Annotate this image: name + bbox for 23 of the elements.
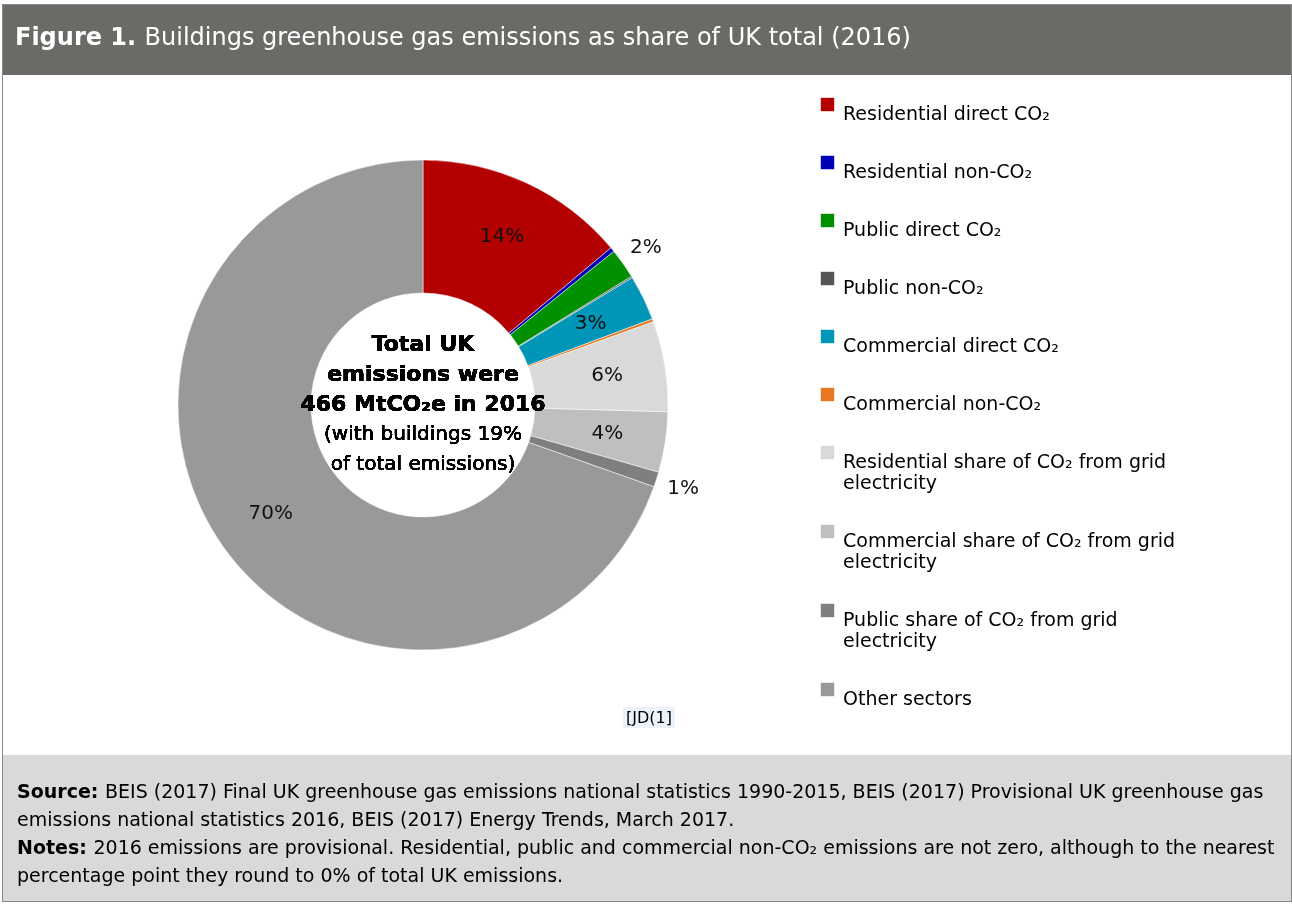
legend-label: Public non-CO₂ (843, 275, 984, 298)
legend-label: Public direct CO₂ (843, 217, 1002, 240)
legend-label: Public share of CO₂ from grid electricity (843, 607, 1118, 651)
legend-label: Commercial share of CO₂ from grid electricity (843, 528, 1176, 572)
data-label: 4% (591, 420, 624, 445)
data-label: 2% (630, 234, 662, 259)
legend-label: Other sectors (843, 686, 972, 709)
data-label: 3% (574, 310, 607, 335)
data-label: 70% (248, 499, 293, 524)
legend-label: Commercial non-CO₂ (843, 391, 1042, 414)
text: Total UK emissions were 466 MtCO₂e in 2016 (300, 331, 546, 416)
legend-label: Residential share of CO₂ from grid electricity (843, 449, 1167, 493)
text: Notes: 2016 emissions are provisional. Residential, public and commercial non-CO₂ emissions are not zero, although to the nearest percentage point they round to 0% of total UK emissions. (17, 835, 1276, 888)
data-label: 14% (479, 223, 525, 248)
data-label: 6% (591, 362, 624, 387)
legend-label: Residential direct CO₂ (843, 101, 1050, 124)
text: [JD(1] (623, 707, 675, 728)
text: (with buildings 19% of total emissions) (324, 421, 522, 475)
source-note: Source: BEIS (2017) Final UK greenhouse gas emissions national statistics 1990-2015, BEIS (2017) Provisional UK greenhouse gas emissions national statistics 2016, BEIS (2017) Energy Trends, March 2017. (17, 779, 1265, 832)
data-label: 1% (667, 475, 699, 500)
legend-label: Commercial direct CO₂ (843, 333, 1059, 356)
chart-title: Figure 1. Buildings greenhouse gas emissions as share of UK total (2016) (3, 5, 1291, 75)
legend-label: Residential non-CO₂ (843, 159, 1033, 182)
